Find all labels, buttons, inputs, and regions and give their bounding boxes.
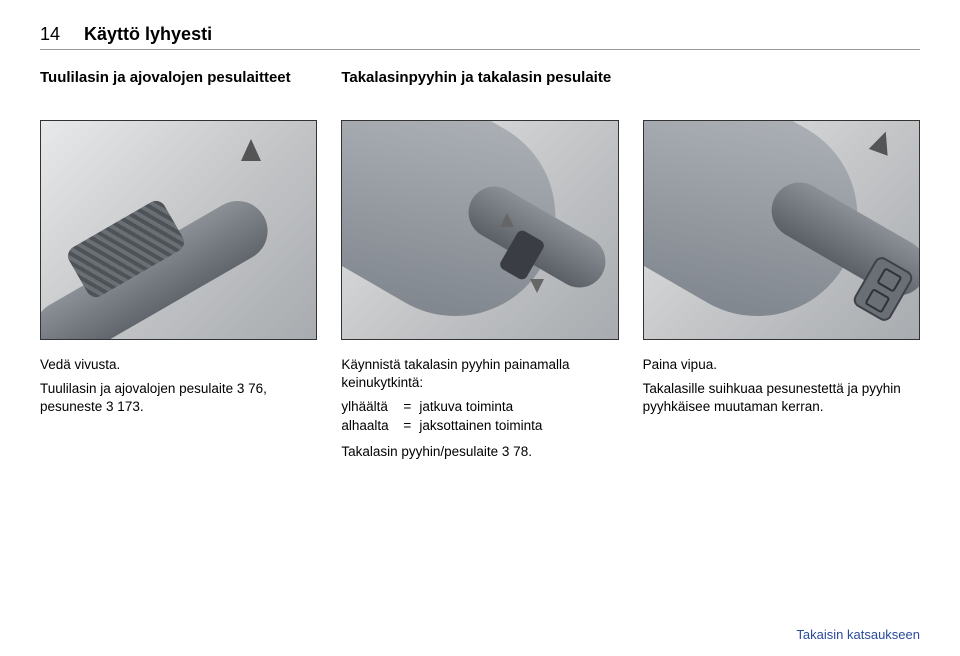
- arrow-up-icon: [868, 128, 894, 156]
- definition-table: ylhäältä = jatkuva toiminta alhaalta = j…: [341, 398, 618, 434]
- def-eq: =: [403, 398, 413, 416]
- back-to-overview-link[interactable]: Takaisin katsaukseen: [796, 627, 920, 642]
- right-body-1: Paina vipua.: [643, 356, 920, 374]
- middle-heading: Takalasinpyyhin ja takalasin pesulaite: [341, 68, 618, 108]
- page-header: 14 Käyttö lyhyesti: [40, 24, 920, 50]
- column-right: Paina vipua. Takalasille suihkuaa pesune…: [643, 68, 920, 636]
- middle-body-2: Takalasin pyyhin/pesulaite 3 78.: [341, 443, 618, 461]
- right-figure: [643, 120, 920, 340]
- left-figure: [40, 120, 317, 340]
- arrow-up-small-icon: [500, 213, 514, 227]
- left-heading: Tuulilasin ja ajovalojen pesulaitteet: [40, 68, 317, 108]
- section-title: Käyttö lyhyesti: [84, 24, 212, 45]
- def-eq: =: [403, 417, 413, 435]
- def-val: jaksottainen toiminta: [419, 417, 542, 435]
- wiper-icon: [876, 267, 902, 293]
- right-heading: [643, 68, 920, 108]
- page: 14 Käyttö lyhyesti Tuulilasin ja ajovalo…: [0, 0, 960, 656]
- columns: Tuulilasin ja ajovalojen pesulaitteet Ve…: [40, 68, 920, 636]
- arrow-down-small-icon: [530, 279, 544, 293]
- washer-icon: [864, 288, 890, 314]
- definition-row: alhaalta = jaksottainen toiminta: [341, 417, 618, 435]
- definition-row: ylhäältä = jatkuva toiminta: [341, 398, 618, 416]
- left-body-2: Tuulilasin ja ajovalojen pesulaite 3 76,…: [40, 380, 317, 416]
- right-body-2: Takalasille suihkuaa pesunestettä ja pyy…: [643, 380, 920, 416]
- def-val: jatkuva toiminta: [419, 398, 513, 416]
- middle-body: Käynnistä takalasin pyyhin painamalla ke…: [341, 356, 618, 467]
- arrow-up-icon: [241, 139, 261, 161]
- left-body: Vedä vivusta. Tuulilasin ja ajovalojen p…: [40, 356, 317, 423]
- middle-figure: [341, 120, 618, 340]
- column-middle: Takalasinpyyhin ja takalasin pesulaite K…: [341, 68, 618, 636]
- page-number: 14: [40, 24, 60, 45]
- def-key: alhaalta: [341, 417, 397, 435]
- left-body-1: Vedä vivusta.: [40, 356, 317, 374]
- def-key: ylhäältä: [341, 398, 397, 416]
- middle-body-1: Käynnistä takalasin pyyhin painamalla ke…: [341, 356, 618, 392]
- right-body: Paina vipua. Takalasille suihkuaa pesune…: [643, 356, 920, 423]
- column-left: Tuulilasin ja ajovalojen pesulaitteet Ve…: [40, 68, 317, 636]
